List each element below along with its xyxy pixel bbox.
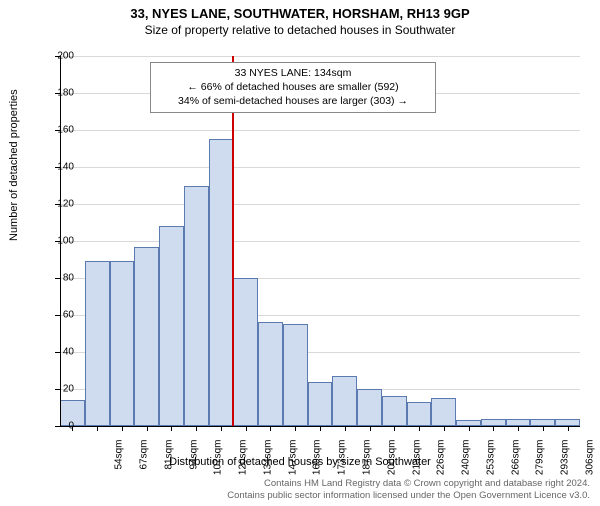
x-tick-label: 253sqm bbox=[485, 440, 496, 490]
x-tick-label: 200sqm bbox=[386, 440, 397, 490]
x-tick-label: 134sqm bbox=[262, 440, 273, 490]
y-tick-label: 20 bbox=[44, 384, 74, 395]
histogram-bar bbox=[431, 398, 456, 426]
y-tick-label: 100 bbox=[44, 236, 74, 247]
histogram-bar bbox=[258, 322, 283, 426]
x-tick-label: 94sqm bbox=[188, 440, 199, 490]
histogram-bar bbox=[506, 419, 531, 426]
x-tick-label: 147sqm bbox=[287, 440, 298, 490]
chart-title-subtitle: Size of property relative to detached ho… bbox=[0, 23, 600, 37]
histogram-bar bbox=[209, 139, 234, 426]
histogram-bar bbox=[85, 261, 110, 426]
chart-title-address: 33, NYES LANE, SOUTHWATER, HORSHAM, RH13… bbox=[0, 6, 600, 21]
x-tick-label: 240sqm bbox=[461, 440, 472, 490]
y-tick-label: 60 bbox=[44, 310, 74, 321]
y-tick-label: 0 bbox=[44, 421, 74, 432]
x-tick-label: 107sqm bbox=[213, 440, 224, 490]
histogram-bar bbox=[357, 389, 382, 426]
x-tick-label: 187sqm bbox=[362, 440, 373, 490]
annotation-line-1: 33 NYES LANE: 134sqm bbox=[159, 66, 427, 80]
x-tick-label: 160sqm bbox=[312, 440, 323, 490]
x-tick-label: 266sqm bbox=[510, 440, 521, 490]
histogram-bar bbox=[159, 226, 184, 426]
gridline bbox=[60, 167, 580, 168]
y-tick-label: 180 bbox=[44, 88, 74, 99]
histogram-bar bbox=[233, 278, 258, 426]
histogram-bar bbox=[407, 402, 432, 426]
histogram-bar bbox=[134, 247, 159, 426]
annotation-line-3: 34% of semi-detached houses are larger (… bbox=[159, 94, 427, 108]
y-tick-label: 80 bbox=[44, 273, 74, 284]
x-axis-line bbox=[60, 426, 580, 427]
x-tick-label: 54sqm bbox=[114, 440, 125, 490]
gridline bbox=[60, 56, 580, 57]
x-tick-label: 67sqm bbox=[139, 440, 150, 490]
histogram-bar bbox=[332, 376, 357, 426]
histogram-bar bbox=[555, 419, 580, 426]
histogram-bar bbox=[184, 186, 209, 427]
x-tick-label: 293sqm bbox=[560, 440, 571, 490]
histogram-bar bbox=[382, 396, 407, 426]
y-axis-label: Number of detached properties bbox=[8, 89, 20, 241]
histogram-bar bbox=[110, 261, 135, 426]
annotation-box: 33 NYES LANE: 134sqm← 66% of detached ho… bbox=[150, 62, 436, 113]
histogram-bar bbox=[481, 419, 506, 426]
histogram-bar bbox=[283, 324, 308, 426]
y-tick-label: 160 bbox=[44, 125, 74, 136]
x-tick-label: 213sqm bbox=[411, 440, 422, 490]
gridline bbox=[60, 130, 580, 131]
x-tick-label: 306sqm bbox=[584, 440, 595, 490]
annotation-line-2: ← 66% of detached houses are smaller (59… bbox=[159, 80, 427, 94]
y-tick-label: 200 bbox=[44, 51, 74, 62]
y-tick-label: 40 bbox=[44, 347, 74, 358]
x-tick-label: 173sqm bbox=[337, 440, 348, 490]
y-tick-label: 140 bbox=[44, 162, 74, 173]
y-tick-label: 120 bbox=[44, 199, 74, 210]
x-tick-label: 226sqm bbox=[436, 440, 447, 490]
x-tick-label: 279sqm bbox=[535, 440, 546, 490]
x-tick-label: 81sqm bbox=[163, 440, 174, 490]
gridline bbox=[60, 241, 580, 242]
histogram-bar bbox=[530, 419, 555, 426]
x-tick-label: 120sqm bbox=[238, 440, 249, 490]
histogram-bar bbox=[308, 382, 333, 426]
chart-plot-area: 33 NYES LANE: 134sqm← 66% of detached ho… bbox=[60, 56, 580, 426]
footer-line-2: Contains public sector information licen… bbox=[227, 490, 590, 502]
gridline bbox=[60, 204, 580, 205]
